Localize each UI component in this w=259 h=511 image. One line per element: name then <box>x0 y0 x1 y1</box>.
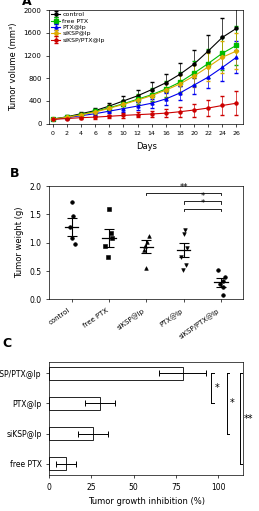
Point <box>183 226 188 235</box>
Point <box>222 273 227 281</box>
Text: *: * <box>200 192 205 201</box>
Point <box>103 242 107 250</box>
Text: C: C <box>3 337 12 351</box>
Point <box>145 238 149 246</box>
Point <box>109 228 113 237</box>
Text: **: ** <box>179 183 188 192</box>
Point <box>216 266 220 274</box>
Bar <box>49 427 93 440</box>
Point <box>182 230 186 238</box>
Point <box>181 266 185 274</box>
Point <box>147 232 151 240</box>
Point <box>143 264 148 272</box>
Text: B: B <box>10 167 20 180</box>
Y-axis label: Tumor volume (mm³): Tumor volume (mm³) <box>9 22 18 111</box>
Point <box>70 198 74 206</box>
Bar <box>49 457 66 470</box>
Legend: control, free PTX, PTX@lp, siKSP@lp, siKSP/PTX@lp: control, free PTX, PTX@lp, siKSP@lp, siK… <box>51 11 105 43</box>
Text: *: * <box>200 199 205 208</box>
Point <box>70 234 74 242</box>
Point <box>143 242 147 250</box>
X-axis label: Tumor growth inhibition (%): Tumor growth inhibition (%) <box>88 497 205 506</box>
Point <box>73 240 77 248</box>
Point <box>68 223 72 231</box>
Point <box>71 212 75 220</box>
Point <box>221 277 225 285</box>
Bar <box>49 367 183 380</box>
Text: A: A <box>22 0 32 8</box>
X-axis label: Days: Days <box>136 142 157 151</box>
Text: **: ** <box>243 413 253 424</box>
Point <box>185 244 189 252</box>
Point <box>179 253 183 261</box>
Y-axis label: Tumor weight (g): Tumor weight (g) <box>15 207 24 278</box>
Text: *: * <box>230 399 235 408</box>
Point <box>184 261 188 269</box>
Point <box>110 234 114 242</box>
Point <box>221 291 225 299</box>
Bar <box>49 397 100 410</box>
Point <box>218 280 222 288</box>
Point <box>105 253 110 261</box>
Point <box>142 245 146 253</box>
Text: *: * <box>215 383 219 393</box>
Point <box>220 283 225 291</box>
Point <box>107 204 111 213</box>
